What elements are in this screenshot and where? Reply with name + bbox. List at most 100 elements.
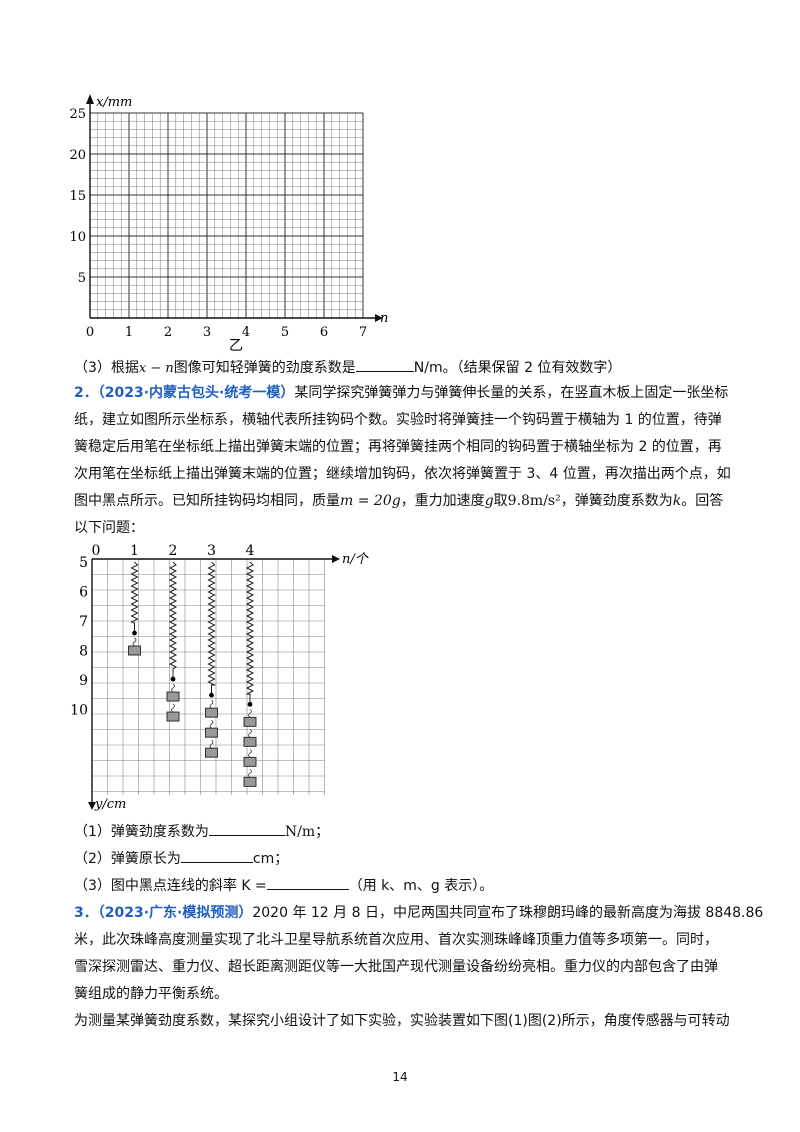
problem2-line5-d: ，弹簧劲度系数为 [560, 493, 673, 509]
graph-yi-x-tick: 4 [242, 325, 250, 340]
graph-yi-x-tick: 2 [164, 325, 172, 340]
graph-springs-x-tick: 3 [207, 543, 216, 559]
graph-springs-y-tick: 8 [79, 644, 88, 660]
graph-yi-y-tick: 20 [69, 148, 86, 163]
graph-yi-y-tick: 10 [69, 230, 86, 245]
problem2-line1: 2．（2023·内蒙古包头·统考一模）某同学探究弹簧弹力与弹簧伸长量的关系，在竖… [74, 383, 728, 403]
graph-springs-y-tick: 9 [79, 673, 88, 689]
problem2-text-1: 某同学探究弹簧弹力与弹簧伸长量的关系，在竖直木板上固定一张坐标 [294, 385, 729, 401]
graph-yi-x-tick: 5 [281, 325, 289, 340]
hook-weight [205, 727, 218, 738]
q2-part1-unit: N/m； [284, 824, 330, 840]
problem3-number: 3． [74, 905, 98, 921]
problem2-line3: 簧稳定后用笔在坐标纸上描出弹簧末端的位置；再将弹簧挂两个相同的钩码置于横轴坐标为… [74, 439, 722, 455]
hook-weight [166, 711, 180, 722]
problem3-line4: 簧组成的静力平衡系统。 [74, 986, 228, 1002]
graph-yi-y-tick: 15 [69, 189, 86, 204]
q1-part3-answer-blank[interactable] [355, 357, 414, 372]
hook-weight [243, 756, 257, 767]
graph-yi-y-arrow [86, 94, 94, 104]
page-number: 14 [392, 1070, 408, 1084]
problem2-line6: 以下问题： [74, 520, 144, 536]
problem2-k-symbol: k [672, 493, 682, 509]
graph-yi-x-arrow [375, 314, 383, 322]
hook-weight [205, 747, 218, 758]
spring-with-weights [128, 561, 141, 656]
problem3-source: （2023·广东·模拟预测） [97, 905, 253, 921]
q2-part3-prefix: （3）图中黑点连线的斜率 K = [74, 878, 267, 894]
graph-yi-y-tick: 25 [69, 107, 86, 122]
spring-end-dot [209, 692, 214, 698]
graph-springs-y-label: y/cm [94, 797, 126, 812]
hook-weight [128, 645, 141, 656]
problem3-line2: 米，此次珠峰高度测量实现了北斗卫星导航系统首次应用、首次实测珠峰峰顶重力值等多项… [74, 932, 718, 948]
graph-yi: x/mm n 25 20 15 10 5 0 1 2 3 4 5 6 7 乙 [69, 94, 388, 353]
q2-part2: （2）弹簧原长为 cm； [74, 848, 288, 869]
q1-part3-text: 图像可知轻弹簧的劲度系数是 [173, 360, 356, 376]
spring-end-dot [247, 701, 253, 707]
q2-part3-answer-blank[interactable] [266, 875, 349, 890]
q2-part2-answer-blank[interactable] [180, 848, 253, 863]
q1-part3-formula: x − n [138, 361, 174, 376]
q2-part3: （3）图中黑点连线的斜率 K = （用 k、m、g 表示）。 [74, 875, 493, 896]
q2-part2-prefix: （2）弹簧原长为 [74, 851, 181, 867]
graph-yi-caption: 乙 [229, 338, 243, 353]
graph-yi-x-tick: 1 [125, 325, 133, 340]
q2-part1: （1）弹簧劲度系数为 N/m； [74, 821, 329, 842]
problem2-line5: 图中黑点所示。已知所挂钩码均相同，质量m = 20g，重力加速度g取9.8m/s… [74, 491, 723, 511]
spring-with-weights [166, 561, 180, 722]
graph-springs-x-tick: 4 [246, 543, 255, 559]
q2-part2-unit: cm； [252, 851, 289, 867]
graph-springs-x-tick: 0 [92, 543, 101, 559]
problem3-line3: 雪深探测雷达、重力仪、超长距离测距仪等一大批国产现代测量设备纷纷亮相。重力仪的内… [74, 959, 718, 975]
hook-weight [243, 736, 257, 747]
hook-weight [166, 691, 180, 702]
q2-part3-suffix: （用 k、m、g 表示）。 [348, 878, 494, 894]
spring-with-weights [243, 561, 257, 787]
problem2-line5-b: ，重力加速度 [400, 493, 485, 509]
problem3-text-1: 2020 年 12 月 8 日，中尼两国共同宣布了珠穆朗玛峰的最新高度为海拔 8… [252, 905, 764, 921]
graph-springs-x-tick: 1 [130, 543, 139, 559]
spring-end-dot [132, 630, 137, 636]
problem2-g-value: 9.8m/s² [507, 493, 561, 509]
problem3-line5: 为测量某弹簧劲度系数，某探究小组设计了如下实验，实验装置如下图(1)图(2)所示… [74, 1013, 730, 1029]
graph-springs-y-tick: 5 [79, 555, 88, 571]
graph-yi-y-label: x/mm [96, 95, 132, 110]
problem2-mass: m = 20g [340, 493, 401, 509]
hook-weight [205, 707, 218, 718]
q1-part3-note: （结果保留 2 位有效数字） [456, 360, 622, 376]
graph-springs-y-arrow [88, 802, 96, 810]
problem2-number: 2． [74, 385, 98, 401]
q2-part1-answer-blank[interactable] [208, 821, 285, 836]
spring-with-weights [205, 561, 218, 758]
hook-weight [243, 776, 257, 787]
problem3-line1: 3．（2023·广东·模拟预测）2020 年 12 月 8 日，中尼两国共同宣布… [74, 903, 763, 923]
q1-part3-unit: N/m。 [413, 360, 457, 376]
problem2-line5-a: 图中黑点所示。已知所挂钩码均相同，质量 [74, 493, 340, 509]
problem2-line4: 次用笔在坐标纸上描出弹簧末端的位置；继续增加钩码，依次将弹簧置于 3、4 位置，… [74, 466, 731, 482]
graph-springs-y-tick: 7 [79, 614, 88, 630]
graph-springs-grid [91, 558, 325, 795]
graph-springs: n/个 y/cm 0 1 2 3 4 5 6 7 8 9 10 [70, 543, 370, 812]
graph-springs-x-arrow [332, 555, 340, 563]
hook-weight [243, 716, 257, 727]
problem2-line2: 纸，建立如图所示坐标系，横轴代表所挂钩码个数。实验时将弹簧挂一个钩码置于横轴为 … [74, 412, 722, 428]
graph-yi-x-tick: 6 [320, 325, 328, 340]
graph-yi-y-tick: 5 [78, 271, 86, 286]
spring-end-dot [170, 676, 176, 682]
graph-yi-x-label: n [380, 311, 388, 326]
problem2-line5-e: 。回答 [681, 493, 724, 509]
graph-yi-x-tick: 3 [203, 325, 211, 340]
q1-part3: （3）根据x − n图像可知轻弹簧的劲度系数是 N/m。（结果保留 2 位有效数字… [74, 357, 621, 379]
graph-yi-x-tick: 7 [359, 325, 367, 340]
q1-part3-prefix: （3）根据 [74, 360, 139, 376]
graph-yi-x-tick: 0 [86, 325, 94, 340]
graph-yi-grid [89, 112, 364, 319]
graph-springs-x-tick: 2 [169, 543, 178, 559]
graph-springs-x-label: n/个 [342, 552, 370, 567]
graph-springs-y-tick: 6 [79, 585, 88, 601]
problem2-line5-c: 取 [493, 493, 508, 509]
problem2-source: （2023·内蒙古包头·统考一模） [97, 385, 295, 401]
graph-springs-y-tick: 10 [70, 703, 88, 719]
q2-part1-prefix: （1）弹簧劲度系数为 [74, 824, 209, 840]
